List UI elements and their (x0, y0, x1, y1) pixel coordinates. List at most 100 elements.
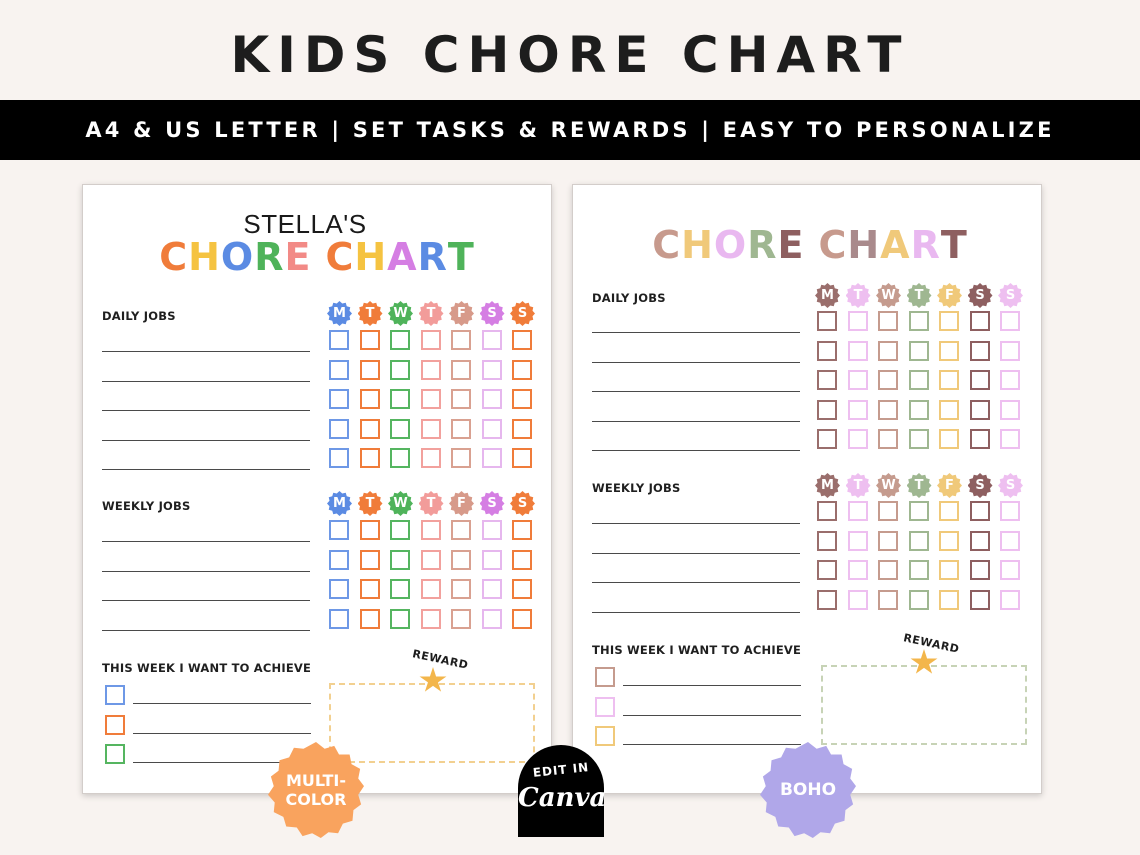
chore-checkbox[interactable] (512, 549, 532, 570)
chore-checkbox[interactable] (451, 520, 471, 540)
chore-checkbox[interactable] (939, 311, 959, 331)
chore-checkbox[interactable] (817, 311, 837, 331)
chore-checkbox[interactable] (878, 530, 898, 551)
chore-checkbox[interactable] (451, 359, 471, 380)
achieve-checkbox[interactable] (595, 726, 615, 746)
chore-checkbox[interactable] (451, 418, 471, 439)
chore-checkbox[interactable] (390, 608, 410, 629)
chore-checkbox[interactable] (359, 520, 380, 540)
chore-checkbox[interactable] (420, 418, 441, 439)
chore-checkbox[interactable] (359, 448, 380, 468)
chore-checkbox[interactable] (481, 418, 502, 439)
chore-checkbox[interactable] (908, 560, 929, 580)
chore-checkbox[interactable] (359, 330, 380, 350)
chore-checkbox[interactable] (512, 359, 532, 380)
chore-checkbox[interactable] (481, 359, 502, 380)
chore-checkbox[interactable] (481, 330, 502, 350)
chore-checkbox[interactable] (939, 340, 959, 361)
chore-checkbox[interactable] (451, 549, 471, 570)
chore-checkbox[interactable] (939, 501, 959, 521)
chore-checkbox[interactable] (908, 589, 929, 610)
chore-checkbox[interactable] (420, 549, 441, 570)
chore-checkbox[interactable] (908, 429, 929, 449)
chore-checkbox[interactable] (481, 579, 502, 599)
chore-checkbox[interactable] (939, 530, 959, 551)
chore-checkbox[interactable] (451, 608, 471, 629)
chore-checkbox[interactable] (390, 549, 410, 570)
chore-checkbox[interactable] (329, 549, 349, 570)
chore-checkbox[interactable] (390, 579, 410, 599)
chore-checkbox[interactable] (329, 330, 349, 350)
chore-checkbox[interactable] (359, 359, 380, 380)
chore-checkbox[interactable] (420, 520, 441, 540)
chore-checkbox[interactable] (1000, 429, 1020, 449)
chore-checkbox[interactable] (969, 501, 990, 521)
chore-checkbox[interactable] (451, 448, 471, 468)
chore-checkbox[interactable] (847, 530, 868, 551)
chore-checkbox[interactable] (939, 560, 959, 580)
chore-checkbox[interactable] (359, 608, 380, 629)
chore-checkbox[interactable] (847, 560, 868, 580)
chore-checkbox[interactable] (512, 389, 532, 409)
chore-checkbox[interactable] (969, 530, 990, 551)
chore-checkbox[interactable] (969, 589, 990, 610)
chore-checkbox[interactable] (451, 579, 471, 599)
chore-checkbox[interactable] (817, 501, 837, 521)
chore-checkbox[interactable] (329, 579, 349, 599)
chore-checkbox[interactable] (969, 399, 990, 420)
chore-checkbox[interactable] (420, 330, 441, 350)
chore-checkbox[interactable] (908, 501, 929, 521)
chore-checkbox[interactable] (420, 389, 441, 409)
chore-checkbox[interactable] (847, 399, 868, 420)
chore-checkbox[interactable] (878, 501, 898, 521)
chore-checkbox[interactable] (390, 448, 410, 468)
chore-checkbox[interactable] (481, 448, 502, 468)
chore-checkbox[interactable] (1000, 530, 1020, 551)
chore-checkbox[interactable] (512, 418, 532, 439)
chore-checkbox[interactable] (359, 579, 380, 599)
chore-checkbox[interactable] (512, 579, 532, 599)
chore-checkbox[interactable] (359, 549, 380, 570)
chore-checkbox[interactable] (908, 340, 929, 361)
chore-checkbox[interactable] (847, 501, 868, 521)
chore-checkbox[interactable] (329, 448, 349, 468)
chore-checkbox[interactable] (969, 560, 990, 580)
chore-checkbox[interactable] (481, 520, 502, 540)
chore-checkbox[interactable] (969, 311, 990, 331)
chore-checkbox[interactable] (908, 311, 929, 331)
chore-checkbox[interactable] (878, 560, 898, 580)
achieve-checkbox[interactable] (105, 744, 125, 764)
chore-checkbox[interactable] (1000, 370, 1020, 390)
chore-checkbox[interactable] (878, 399, 898, 420)
chore-checkbox[interactable] (817, 589, 837, 610)
chore-checkbox[interactable] (512, 608, 532, 629)
chore-checkbox[interactable] (481, 389, 502, 409)
chore-checkbox[interactable] (878, 429, 898, 449)
chore-checkbox[interactable] (481, 608, 502, 629)
chore-checkbox[interactable] (939, 589, 959, 610)
chore-checkbox[interactable] (329, 608, 349, 629)
chore-checkbox[interactable] (359, 389, 380, 409)
chore-checkbox[interactable] (1000, 340, 1020, 361)
chore-checkbox[interactable] (908, 530, 929, 551)
chore-checkbox[interactable] (1000, 399, 1020, 420)
chore-checkbox[interactable] (878, 370, 898, 390)
chore-checkbox[interactable] (817, 429, 837, 449)
chore-checkbox[interactable] (329, 359, 349, 380)
chore-checkbox[interactable] (908, 370, 929, 390)
chore-checkbox[interactable] (817, 399, 837, 420)
chore-checkbox[interactable] (1000, 560, 1020, 580)
achieve-checkbox[interactable] (105, 685, 125, 705)
chore-checkbox[interactable] (451, 389, 471, 409)
chore-checkbox[interactable] (817, 340, 837, 361)
chore-checkbox[interactable] (390, 389, 410, 409)
chore-checkbox[interactable] (847, 429, 868, 449)
chore-checkbox[interactable] (390, 520, 410, 540)
chore-checkbox[interactable] (420, 448, 441, 468)
chore-checkbox[interactable] (847, 340, 868, 361)
chore-checkbox[interactable] (847, 589, 868, 610)
chore-checkbox[interactable] (451, 330, 471, 350)
chore-checkbox[interactable] (939, 399, 959, 420)
chore-checkbox[interactable] (969, 340, 990, 361)
chore-checkbox[interactable] (512, 330, 532, 350)
